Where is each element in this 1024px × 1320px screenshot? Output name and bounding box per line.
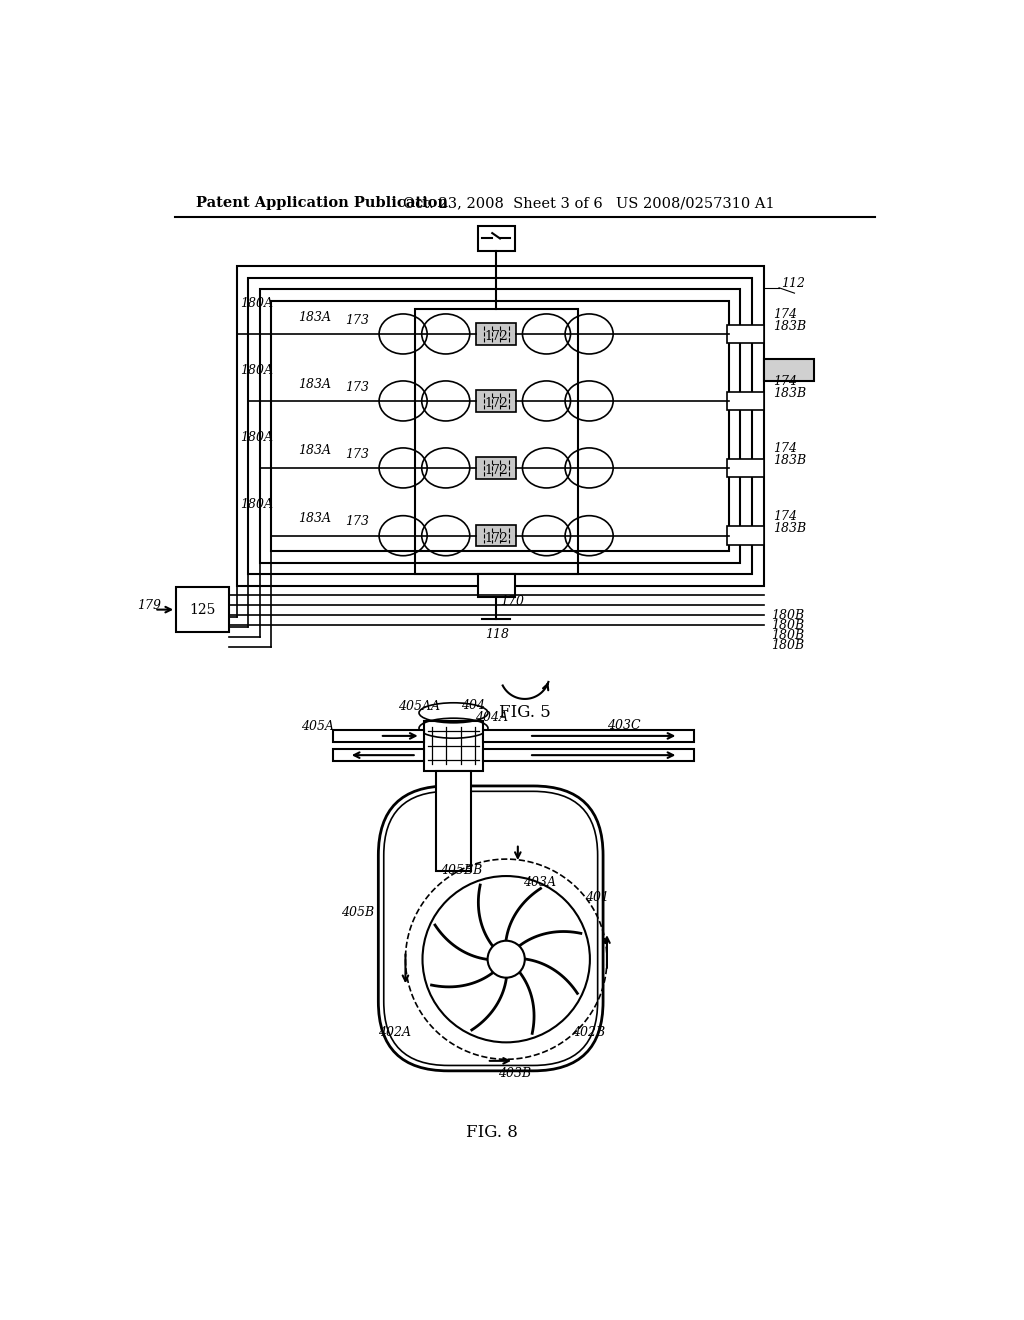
Text: 403B: 403B — [499, 1067, 531, 1080]
Bar — [477, 574, 515, 597]
Text: 180A: 180A — [241, 499, 273, 511]
Text: 112: 112 — [781, 277, 805, 289]
Bar — [415, 309, 578, 574]
Text: 174: 174 — [773, 375, 798, 388]
Bar — [248, 277, 752, 574]
Bar — [477, 226, 515, 251]
Text: 183B: 183B — [773, 454, 807, 467]
Text: 180B: 180B — [771, 609, 805, 622]
Text: 173: 173 — [345, 380, 369, 393]
Text: 183A: 183A — [299, 310, 332, 323]
Bar — [424, 721, 482, 771]
Bar — [727, 459, 764, 478]
Text: 172: 172 — [484, 532, 508, 545]
Bar — [476, 457, 516, 479]
Bar — [334, 748, 424, 762]
Bar — [764, 359, 814, 381]
Text: 170: 170 — [500, 594, 524, 607]
Bar — [727, 325, 764, 343]
Bar — [237, 267, 764, 586]
Text: 401: 401 — [586, 891, 609, 904]
Text: 183A: 183A — [299, 512, 332, 525]
Text: 172: 172 — [484, 397, 508, 409]
Bar — [176, 587, 228, 632]
Text: 180A: 180A — [241, 297, 273, 310]
Text: 173: 173 — [345, 314, 369, 326]
Text: 183B: 183B — [773, 387, 807, 400]
Text: 118: 118 — [485, 628, 509, 640]
Bar — [476, 525, 516, 546]
Text: 183A: 183A — [299, 445, 332, 458]
Text: 405A: 405A — [301, 721, 334, 733]
Text: 180B: 180B — [771, 628, 805, 642]
Text: 183B: 183B — [773, 319, 807, 333]
Text: 183A: 183A — [299, 378, 332, 391]
Text: 404A: 404A — [475, 711, 508, 723]
Bar — [334, 730, 424, 742]
Text: 180B: 180B — [771, 619, 805, 631]
Text: 173: 173 — [345, 515, 369, 528]
Text: Oct. 23, 2008  Sheet 3 of 6: Oct. 23, 2008 Sheet 3 of 6 — [403, 197, 603, 210]
Text: 174: 174 — [773, 442, 798, 455]
Text: 405BB: 405BB — [439, 865, 482, 878]
Text: 180B: 180B — [771, 639, 805, 652]
Text: 125: 125 — [189, 603, 216, 616]
Bar — [482, 730, 693, 742]
Text: 174: 174 — [773, 308, 798, 321]
Text: 173: 173 — [345, 447, 369, 461]
Bar — [436, 771, 471, 871]
Bar — [476, 323, 516, 345]
Text: 180A: 180A — [241, 430, 273, 444]
Text: FIG. 5: FIG. 5 — [499, 705, 551, 721]
Text: 180A: 180A — [241, 363, 273, 376]
Text: 174: 174 — [773, 510, 798, 523]
Text: Patent Application Publication: Patent Application Publication — [197, 197, 449, 210]
Text: 403A: 403A — [523, 875, 556, 888]
Text: 402A: 402A — [378, 1026, 412, 1039]
Text: 179: 179 — [137, 599, 162, 612]
Text: 172: 172 — [484, 463, 508, 477]
Bar — [271, 301, 729, 552]
Text: US 2008/0257310 A1: US 2008/0257310 A1 — [616, 197, 775, 210]
Text: 405AA: 405AA — [397, 700, 439, 713]
Circle shape — [487, 941, 524, 978]
Text: 403C: 403C — [606, 718, 640, 731]
Bar — [482, 748, 693, 762]
Text: 405B: 405B — [341, 907, 374, 920]
Bar — [260, 289, 740, 562]
Text: 183B: 183B — [773, 521, 807, 535]
Bar — [727, 392, 764, 411]
Text: 172: 172 — [484, 330, 508, 343]
Text: FIG. 8: FIG. 8 — [466, 1123, 518, 1140]
Bar — [727, 527, 764, 545]
Text: 402B: 402B — [572, 1026, 605, 1039]
Text: 404: 404 — [461, 698, 485, 711]
Bar — [476, 391, 516, 412]
